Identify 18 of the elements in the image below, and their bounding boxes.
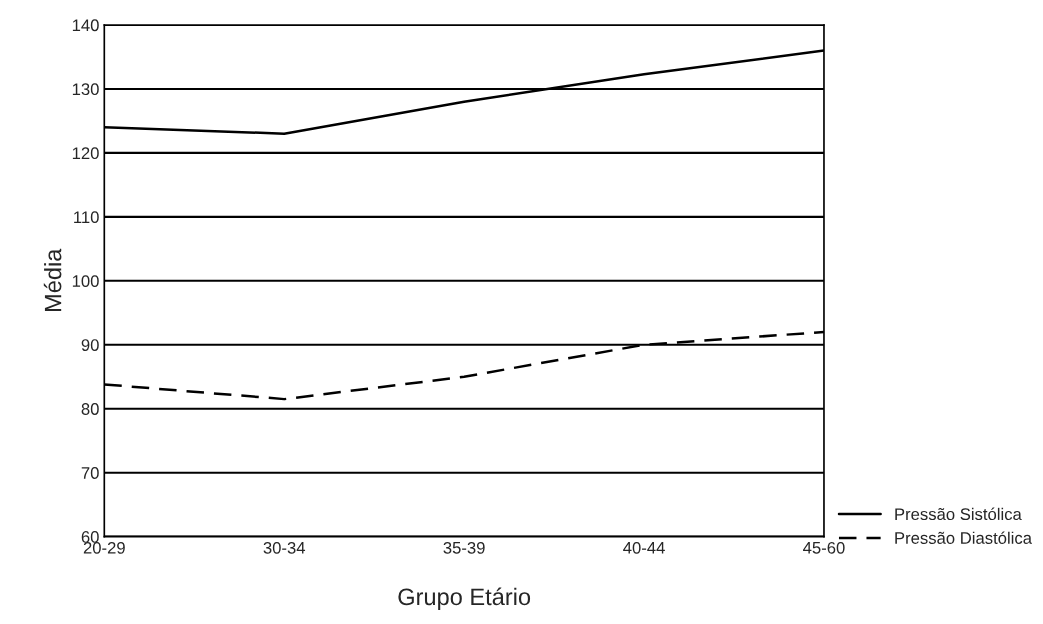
y-tick-label: 140 — [72, 19, 99, 32]
y-tick-label: 100 — [72, 275, 99, 287]
x-tick-label: 35-39 — [443, 541, 485, 554]
y-axis-title: Média — [43, 248, 62, 312]
legend-label: Pressão Diastólica — [895, 531, 1032, 544]
y-tick-label: 70 — [81, 467, 99, 479]
x-axis-title: Grupo Etário — [398, 587, 531, 610]
y-tick-label: 80 — [81, 403, 99, 415]
x-tick-label: 45-60 — [803, 541, 845, 554]
legend-label: Pressão Sistólica — [895, 507, 1022, 521]
x-tick-label: 20-29 — [83, 541, 125, 554]
y-tick-label: 110 — [74, 211, 99, 224]
y-tick-label: 130 — [72, 83, 99, 96]
x-tick-label: 30-34 — [263, 541, 306, 554]
x-tick-label: 40-44 — [623, 541, 665, 554]
y-tick-label: 120 — [72, 147, 99, 160]
y-tick-label: 60 — [81, 531, 99, 543]
y-tick-label: 90 — [81, 339, 99, 351]
